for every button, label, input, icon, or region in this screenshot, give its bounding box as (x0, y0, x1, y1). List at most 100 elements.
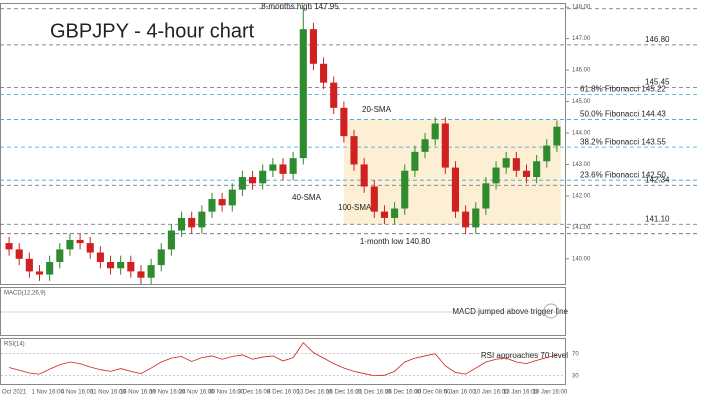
candle-body (512, 158, 520, 171)
level-label: 61.8% Fibonacci 145.22 (580, 85, 666, 94)
candle-body (401, 170, 409, 209)
candle-body (249, 177, 257, 184)
x-tick-label: 5 Jan 16:00 (444, 390, 476, 396)
candle-body (421, 139, 429, 152)
candle-body (127, 261, 135, 272)
candle-body (177, 217, 186, 231)
candle-body (289, 158, 297, 174)
rsi-panel (0, 338, 566, 385)
x-tick-label: 24 Nov 16:00 (179, 390, 215, 396)
candle-body (96, 252, 104, 262)
sma-label: 100-SMA (338, 203, 372, 212)
candle-body (391, 208, 399, 218)
level-label: 145.45 (645, 77, 670, 86)
x-tick-label: 1 Nov 16:00 (31, 390, 64, 396)
x-tick-label: 3 Dec 16:00 (238, 390, 271, 396)
x-tick-label: 30 Nov 16:00 (208, 390, 244, 396)
macd-note: MACD jumped above trigger line (452, 307, 568, 316)
x-tick-label: 21 Dec 16:00 (356, 390, 392, 396)
candle-body (320, 63, 328, 83)
macd-panel (0, 287, 566, 336)
y-tick-label: 142.00 (572, 193, 591, 199)
rsi-tick-label: 30 (572, 373, 579, 379)
level-label: 8-months high 147.95 (261, 2, 339, 11)
candle-body (5, 243, 13, 250)
rsi-line (8, 342, 558, 377)
rsi-title: RSI(14) (4, 342, 25, 348)
candle-body (340, 107, 348, 137)
sma-label: 20-SMA (362, 105, 392, 114)
x-tick-label: 10 Jan 16:00 (474, 390, 509, 396)
candle-body (533, 161, 541, 178)
candle-body (330, 82, 338, 108)
x-tick-label: 26 Dec 16:00 (385, 390, 421, 396)
y-tick-label: 145.00 (572, 99, 591, 105)
candle-body (117, 261, 125, 269)
candle-body (299, 29, 307, 159)
candle-body (137, 271, 145, 278)
chart-title: GBPJPY - 4-hour chart (50, 20, 255, 42)
y-tick-label: 147.00 (572, 36, 591, 42)
candle-body (411, 151, 419, 171)
candle-body (218, 199, 226, 206)
candle-body (309, 29, 317, 64)
candle-body (431, 123, 439, 140)
x-tick-label: 4 Nov 16:00 (61, 390, 94, 396)
candle-body (441, 123, 449, 168)
y-tick-label: 140.00 (572, 256, 591, 262)
candle-body (522, 170, 531, 178)
candle-body (167, 230, 175, 250)
x-tick-label: 16 Dec 16:00 (326, 390, 362, 396)
candle-body (35, 271, 44, 275)
candle-body (543, 145, 551, 162)
candle-body (157, 249, 165, 266)
candle-body (238, 177, 246, 190)
x-tick-label: 13 Jan 16:00 (503, 390, 538, 396)
candle-body (360, 164, 368, 187)
level-label: 38.2% Fibonacci 143.55 (580, 137, 666, 146)
candle-body (350, 136, 358, 165)
candle-body (76, 239, 84, 244)
candle-body (502, 158, 510, 168)
level-label: 142.34 (645, 175, 670, 184)
macd-highlight (543, 303, 559, 319)
candle-body (482, 183, 490, 209)
candle-body (188, 217, 196, 228)
candle-body (279, 164, 287, 174)
price-panel (0, 3, 566, 285)
y-tick-label: 143.00 (572, 162, 591, 168)
x-tick-label: 18 Jan 16:00 (533, 390, 568, 396)
x-tick-label: 11 Nov 16:00 (90, 390, 126, 396)
candle-body (553, 126, 561, 146)
rsi-note: RSI approaches 70 level (481, 351, 568, 360)
candle-body (147, 265, 155, 278)
x-tick-label: 8 Dec 16:00 (267, 390, 300, 396)
candle-body (228, 189, 236, 206)
y-tick-label: 141.00 (572, 225, 591, 231)
y-tick-label: 146.00 (572, 68, 591, 74)
candle-body (198, 211, 206, 228)
level-label: 141.10 (645, 214, 670, 223)
y-tick-label: 144.00 (572, 131, 591, 137)
candle-body (25, 258, 33, 272)
macd-title: MACD(12,26,9) (4, 291, 46, 297)
y-tick-label: 148.00 (572, 5, 591, 11)
candle-body (370, 186, 378, 212)
candle-body (46, 261, 54, 275)
x-tick-label: Oct 2021 (2, 390, 27, 396)
candle-body (86, 243, 94, 253)
candle-body (380, 211, 389, 218)
candle-body (208, 199, 216, 212)
sma-label: 40-SMA (292, 193, 322, 202)
level-label: 23.6% Fibonacci 142.50 (580, 170, 666, 179)
x-tick-label: 16 Nov 16:00 (120, 390, 156, 396)
x-tick-label: 13 Dec 16:00 (297, 390, 333, 396)
level-label: 1-month low 140.80 (360, 237, 431, 246)
candle-body (492, 167, 500, 184)
level-label: 146.80 (645, 35, 670, 44)
candle-body (472, 208, 480, 228)
candle-body (269, 164, 277, 171)
x-tick-label: 19 Nov 16:00 (149, 390, 185, 396)
candle-body (259, 170, 267, 184)
